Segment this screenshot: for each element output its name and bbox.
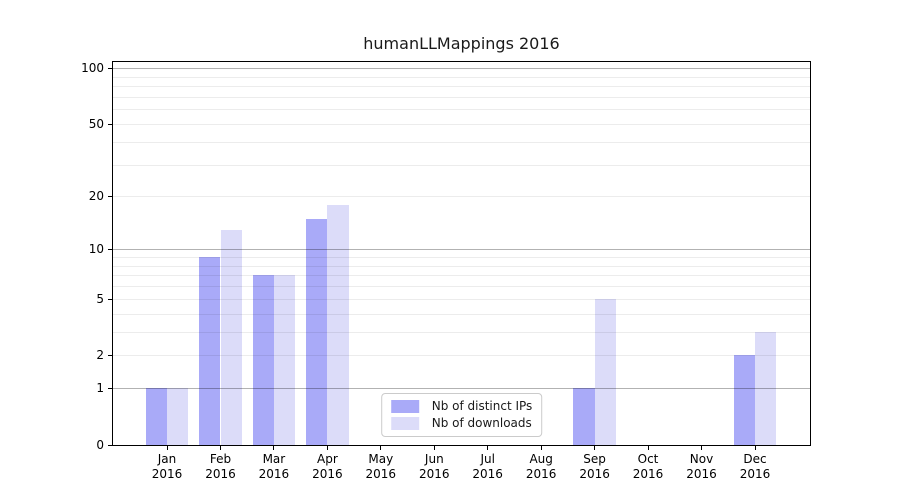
y-tick-20 (108, 196, 112, 198)
legend-swatch-downloads-icon (390, 417, 419, 430)
x-tick-label-dec-2016: Dec 2016 (739, 452, 771, 481)
bar-nb-of-distinct-ips-apr-2016 (306, 218, 328, 445)
y-tick-2 (108, 355, 112, 357)
y-tick-label-2: 2 (96, 348, 104, 363)
y-tick-10 (108, 249, 112, 251)
y-tick-label-20: 20 (88, 189, 104, 204)
gridline-minor-9 (113, 257, 810, 258)
gridline-minor-2 (113, 355, 810, 357)
x-tick-label-mar-2016: Mar 2016 (258, 452, 290, 481)
legend: Nb of distinct IPs Nb of downloads (380, 393, 543, 437)
y-tick-label-1: 1 (96, 381, 104, 396)
bar-nb-of-downloads-sep-2016 (594, 298, 616, 445)
bar-nb-of-downloads-feb-2016 (220, 229, 242, 445)
bar-nb-of-downloads-mar-2016 (273, 275, 296, 445)
x-tick-apr-2016 (326, 446, 328, 450)
gridline-minor-70 (113, 97, 810, 98)
x-tick-label-feb-2016: Feb 2016 (205, 452, 236, 481)
gridline-minor-90 (113, 76, 810, 78)
y-tick-0 (108, 445, 112, 446)
x-tick-jan-2016 (166, 446, 168, 450)
x-tick-label-jun-2016: Jun 2016 (419, 452, 450, 481)
gridline-minor-8 (113, 265, 810, 267)
x-tick-label-apr-2016: Apr 2016 (312, 452, 343, 481)
x-tick-label-jan-2016: Jan 2016 (151, 452, 183, 481)
gridline-minor-30 (113, 164, 810, 166)
gridline-minor-20 (113, 196, 810, 198)
bar-nb-of-downloads-apr-2016 (327, 204, 349, 445)
x-tick-label-may-2016: May 2016 (365, 452, 397, 481)
x-tick-sep-2016 (594, 446, 596, 450)
legend-item-distinct-ips: Nb of distinct IPs (390, 399, 533, 413)
bar-nb-of-distinct-ips-feb-2016 (199, 257, 221, 445)
x-tick-aug-2016 (540, 446, 542, 450)
bar-nb-of-distinct-ips-mar-2016 (252, 275, 274, 445)
x-tick-nov-2016 (701, 446, 702, 450)
x-tick-jul-2016 (487, 446, 489, 450)
x-tick-dec-2016 (754, 446, 756, 450)
y-tick-50 (108, 124, 112, 125)
x-tick-oct-2016 (647, 446, 649, 450)
y-tick-label-5: 5 (96, 291, 104, 306)
gridline-minor-80 (113, 86, 810, 88)
x-tick-label-oct-2016: Oct 2016 (632, 452, 664, 481)
x-tick-label-nov-2016: Nov 2016 (686, 452, 717, 481)
x-tick-label-jul-2016: Jul 2016 (472, 452, 503, 481)
bar-nb-of-distinct-ips-sep-2016 (573, 388, 595, 445)
y-tick-1 (108, 388, 112, 390)
gridline-major-10 (113, 249, 810, 251)
gridline-major-1 (113, 388, 810, 390)
legend-label-distinct-ips: Nb of distinct IPs (431, 399, 533, 413)
y-tick-label-0: 0 (96, 438, 104, 452)
legend-label-downloads: Nb of downloads (431, 416, 532, 430)
y-tick-5 (108, 298, 112, 300)
gridline-minor-40 (113, 141, 810, 143)
gridline-minor-50 (113, 124, 810, 125)
gridline-minor-4 (113, 313, 810, 315)
x-tick-mar-2016 (273, 446, 275, 450)
x-tick-label-sep-2016: Sep 2016 (579, 452, 610, 481)
x-tick-jun-2016 (433, 446, 435, 450)
chart-title: humanLLMappings 2016 (363, 34, 560, 53)
bar-nb-of-distinct-ips-jan-2016 (145, 388, 167, 445)
gridline-minor-6 (113, 286, 810, 288)
gridline-minor-7 (113, 275, 810, 277)
y-tick-label-100: 100 (81, 61, 104, 76)
legend-item-downloads: Nb of downloads (390, 416, 533, 430)
legend-swatch-distinct-ips-icon (390, 400, 419, 413)
bar-nb-of-distinct-ips-dec-2016 (733, 355, 755, 445)
plot-area: Nb of distinct IPs Nb of downloads 0 1 2 5 1… (81, 61, 811, 481)
gridline-minor-5 (113, 298, 810, 300)
gridline-minor-60 (113, 109, 810, 111)
bar-nb-of-downloads-jan-2016 (167, 388, 189, 445)
y-tick-label-50: 50 (88, 117, 104, 131)
x-tick-label-aug-2016: Aug 2016 (525, 452, 557, 481)
bar-nb-of-downloads-dec-2016 (755, 331, 777, 445)
x-tick-feb-2016 (220, 446, 221, 450)
x-tick-may-2016 (380, 446, 382, 450)
gridline-major-100 (113, 68, 810, 70)
gridline-minor-3 (113, 331, 810, 333)
y-tick-label-10: 10 (88, 242, 104, 257)
y-tick-100 (108, 68, 112, 70)
